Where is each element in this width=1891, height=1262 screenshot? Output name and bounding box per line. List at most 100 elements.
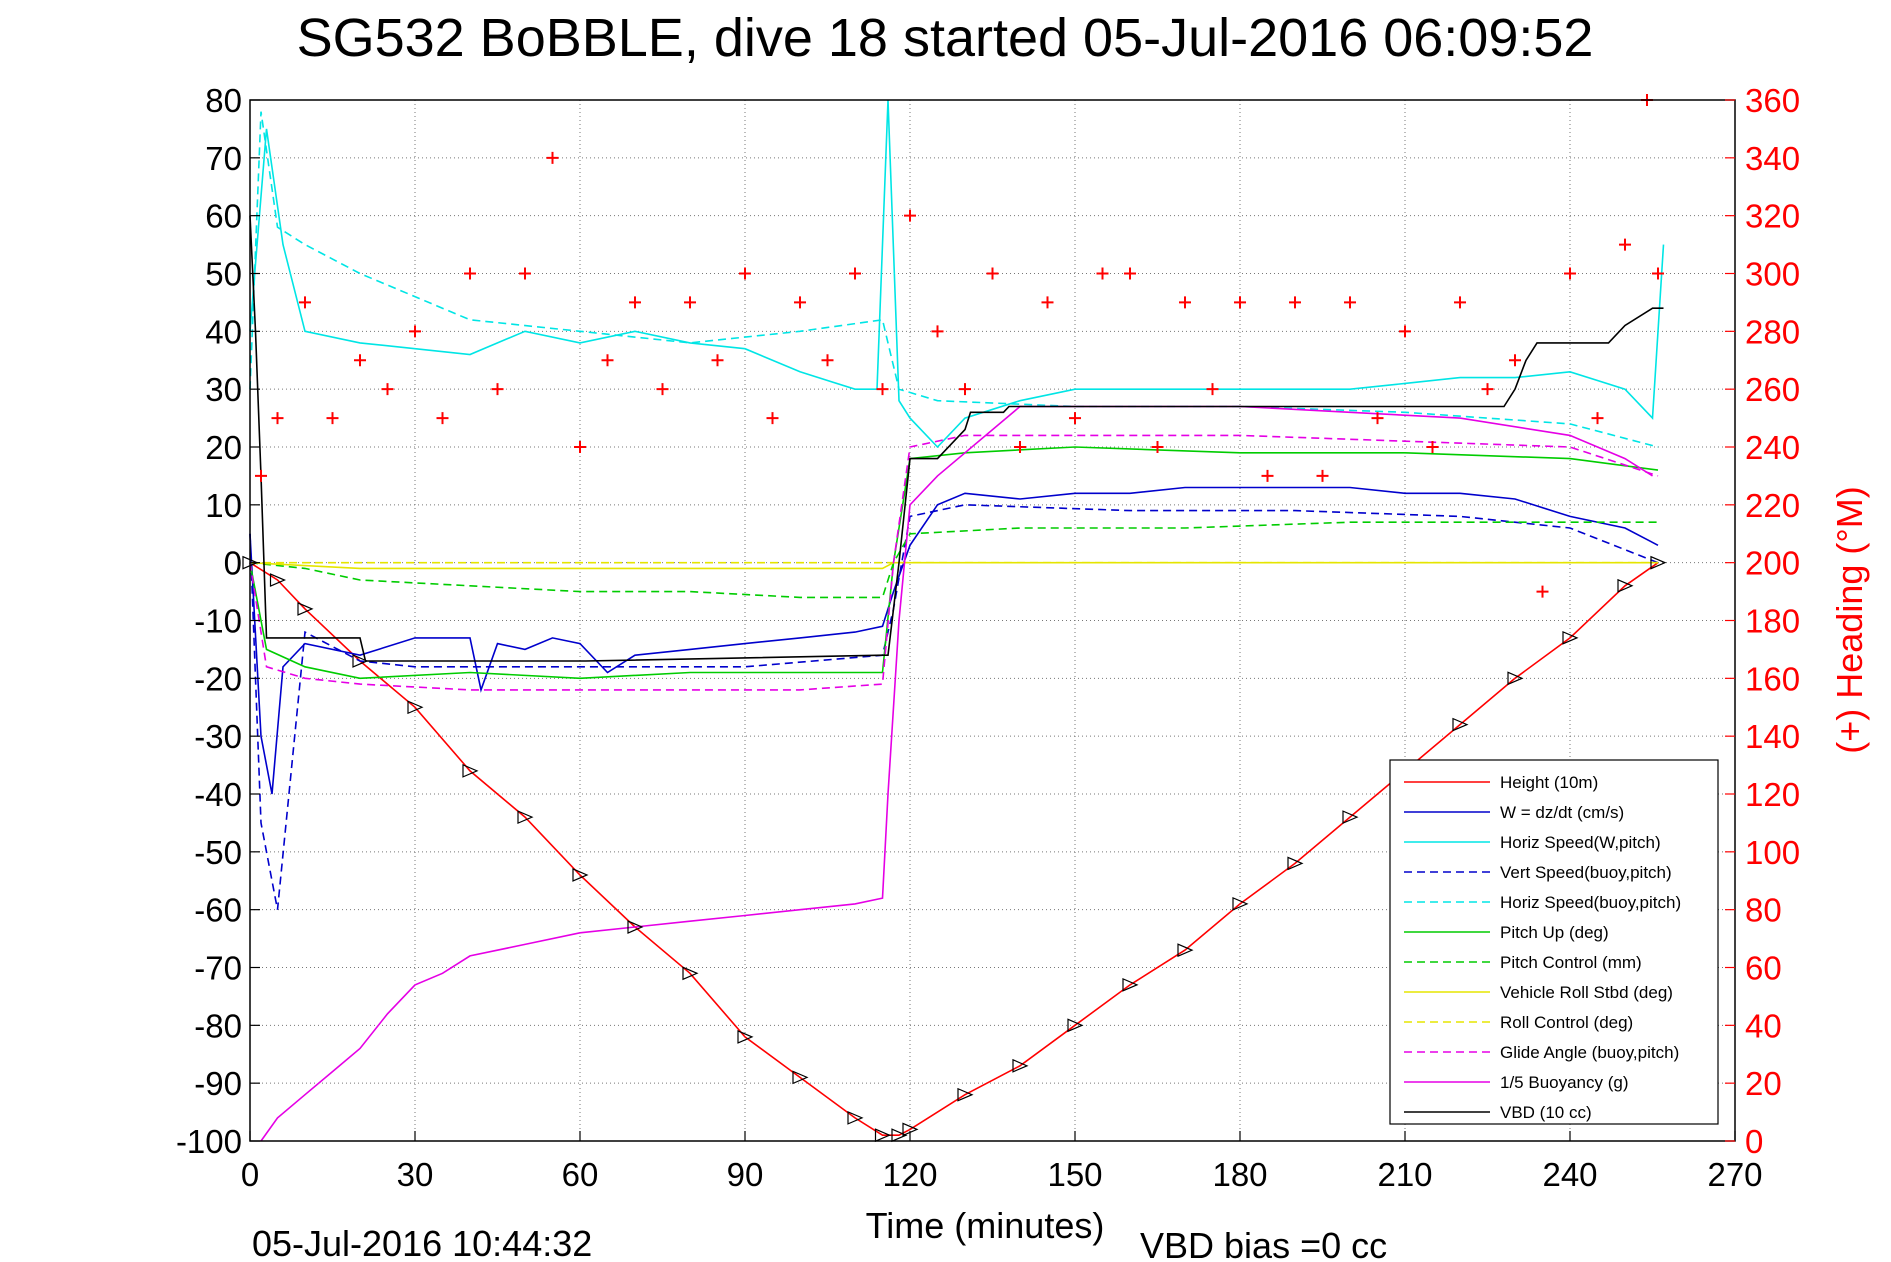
heading-point [1536,585,1549,598]
heading-point [1096,267,1109,280]
legend-label: W = dz/dt (cm/s) [1500,803,1624,822]
grid [250,100,1735,1141]
y-tick-label-left: 0 [224,545,242,582]
y-tick-label-left: 70 [205,140,242,177]
y-tick-label-right: 260 [1745,371,1800,408]
heading-point [1289,296,1301,309]
height-marker [352,654,369,668]
heading-point [904,209,916,222]
heading-point [1069,412,1081,425]
legend-label: Horiz Speed(buoy,pitch) [1500,893,1681,912]
height-marker [1232,896,1249,911]
heading-point [794,296,806,309]
series-line [249,434,1659,691]
height-marker [957,1087,974,1102]
heading-point [876,383,889,396]
heading-point [1124,267,1136,280]
height-marker [1562,630,1579,645]
height-marker [792,1070,809,1085]
y-tick-label-right: 340 [1745,140,1800,177]
heading-point [1481,383,1494,396]
legend-label: Horiz Speed(W,pitch) [1500,833,1661,852]
y-tick-label-left: -80 [194,1007,242,1044]
y-tick-label-right: 80 [1745,892,1782,929]
heading-point [821,354,834,367]
heading-markers [255,94,1664,598]
y-tick-label-left: -100 [176,1123,242,1160]
x-tick-label: 270 [1707,1156,1762,1193]
y-tick-label-right: 160 [1745,660,1800,697]
heading-point [1344,296,1356,309]
height-marker [1617,578,1634,593]
y-tick-label-right: 240 [1745,429,1800,466]
legend-box [1389,759,1719,1125]
height-marker [1012,1058,1029,1073]
height-marker [1287,856,1304,871]
y-tick-label-right: 320 [1745,198,1800,235]
heading-point [1652,267,1664,280]
x-tick-label: 120 [882,1156,937,1193]
y-tick-label-left: 10 [205,487,242,524]
y-tick-label-right: 60 [1745,950,1782,987]
x-tick-label: 210 [1377,1156,1432,1193]
height-marker [269,573,287,587]
heading-point [1591,412,1604,425]
y-tick-label-right: 220 [1745,487,1800,524]
y-tick-label-right: 200 [1745,545,1800,582]
y-tick-label-right: 20 [1745,1065,1782,1102]
height-marker [1650,555,1667,570]
y-tick-label-left: -60 [194,892,242,929]
series-line [249,111,1659,448]
height-marker [737,1029,754,1044]
heading-point [656,383,669,396]
x-tick-label: 150 [1047,1156,1102,1193]
height-marker [462,763,479,778]
heading-point [1399,325,1411,338]
x-tick-label: 180 [1212,1156,1267,1193]
heading-point [1179,296,1191,309]
x-tick-label: 30 [397,1156,434,1193]
y-tick-label-left: -90 [194,1065,242,1102]
height-marker [682,966,699,981]
legend-label: 1/5 Buoyancy (g) [1500,1073,1629,1092]
heading-point [381,383,394,396]
legend-label: Height (10m) [1500,773,1598,792]
y-tick-label-right: 140 [1745,718,1800,755]
heading-point [1234,296,1246,309]
legend-label: VBD (10 cc) [1500,1103,1592,1122]
heading-point [1509,354,1521,367]
footer-vbd-bias: VBD bias =0 cc [1140,1225,1387,1262]
heading-point [1316,469,1329,482]
heading-point [1014,441,1026,453]
y-tick-label-left: -50 [194,834,242,871]
heading-point [1619,238,1631,251]
heading-point [1426,441,1439,453]
heading-point [1371,412,1384,425]
y-tick-label-left: -10 [194,603,242,640]
series-line [249,446,1659,680]
y-tick-label-right: 360 [1745,82,1800,119]
y-tick-label-right: 280 [1745,313,1800,350]
legend-label: Glide Angle (buoy,pitch) [1500,1043,1679,1062]
heading-point [684,296,696,309]
height-marker [1122,977,1139,992]
heading-point [849,267,861,280]
heading-point [1041,296,1054,309]
height-marker [407,700,424,715]
height-marker [1342,810,1359,825]
heading-point [739,267,751,280]
heading-point [271,412,284,425]
chart-title: SG532 BoBBLE, dive 18 started 05-Jul-201… [297,8,1594,68]
height-marker [1452,717,1469,732]
y-tick-label-left: 80 [205,82,242,119]
height-marker [517,810,534,825]
series-line [260,405,1653,1142]
heading-point [519,267,531,280]
heading-point [436,412,449,425]
series-line [249,521,1658,599]
footer-timestamp: 05-Jul-2016 10:44:32 [252,1223,592,1262]
x-tick-label: 60 [562,1156,599,1193]
heading-point [464,267,476,280]
heading-point [491,383,504,396]
